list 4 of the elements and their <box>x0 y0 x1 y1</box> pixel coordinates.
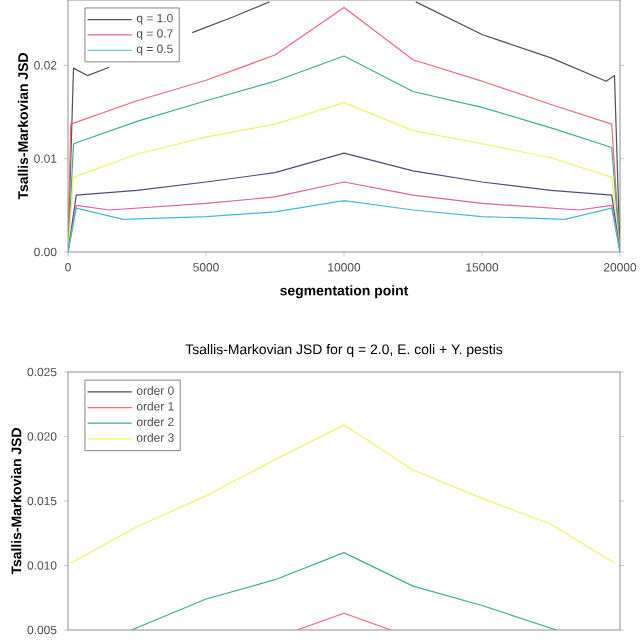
line-series <box>70 424 616 564</box>
line-series <box>68 181 620 252</box>
line-series <box>68 200 620 252</box>
line-series <box>130 552 558 630</box>
